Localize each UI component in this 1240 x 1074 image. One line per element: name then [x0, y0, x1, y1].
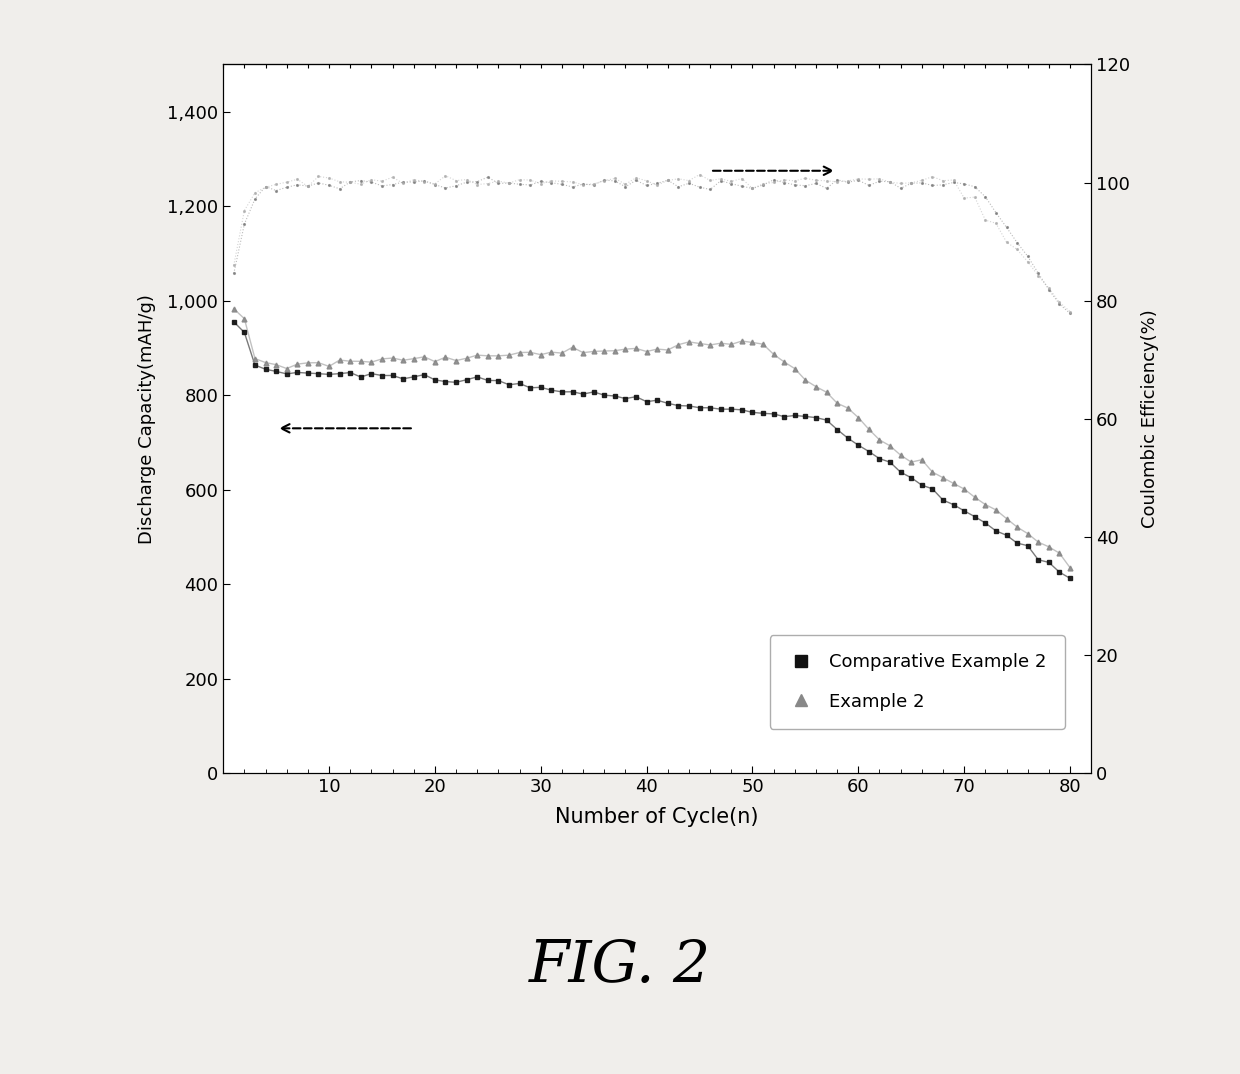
Legend: Comparative Example 2, Example 2: Comparative Example 2, Example 2: [770, 635, 1065, 729]
Y-axis label: Discharge Capacity(mAH/g): Discharge Capacity(mAH/g): [138, 294, 156, 543]
Text: FIG. 2: FIG. 2: [529, 939, 711, 995]
X-axis label: Number of Cycle(n): Number of Cycle(n): [556, 808, 759, 827]
Y-axis label: Coulombic Efficiency(%): Coulombic Efficiency(%): [1141, 309, 1159, 528]
